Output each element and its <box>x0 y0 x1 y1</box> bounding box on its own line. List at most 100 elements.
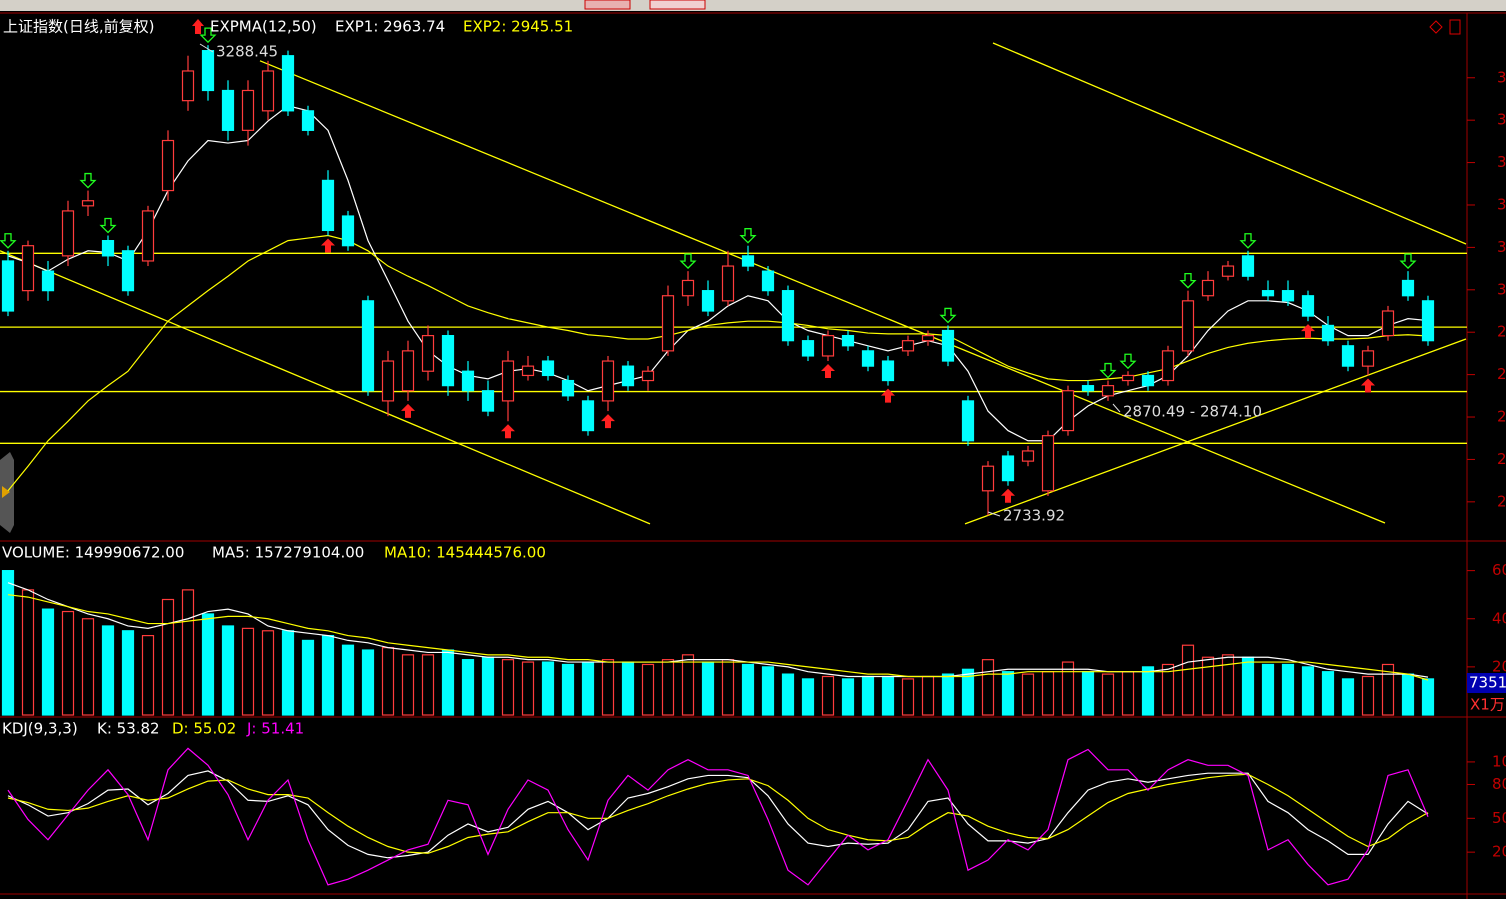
annotation-leader <box>199 43 214 53</box>
volume-bar <box>601 659 615 716</box>
legend-label: MA10: 145444576.00 <box>384 544 546 562</box>
volume-bar <box>821 675 835 716</box>
legend-label: EXP1: 2963.74 <box>335 18 445 36</box>
volume-bar <box>1421 678 1435 716</box>
y-tick-label: 3100 <box>1497 195 1506 213</box>
volume-bar <box>141 634 155 716</box>
volume-bar <box>1241 656 1255 716</box>
volume-bar <box>321 634 335 716</box>
candle-body <box>541 360 555 377</box>
annotation-leader <box>1112 403 1121 413</box>
diamond-icon[interactable] <box>1429 20 1443 34</box>
volume-bar <box>901 678 915 716</box>
candle-body <box>481 390 495 412</box>
volume-bar <box>241 627 255 716</box>
y-tick-label: 20 <box>1492 843 1506 861</box>
y-tick-label: 3250 <box>1497 68 1506 86</box>
sell-signal <box>199 27 217 44</box>
volume-bar <box>1221 654 1235 716</box>
candle-body <box>821 334 835 357</box>
volume-bar <box>261 630 275 716</box>
candle-body <box>121 250 135 292</box>
candle-body <box>621 365 635 387</box>
sell-signal <box>679 253 697 270</box>
candle-body <box>841 334 855 347</box>
candle-body <box>1041 435 1055 492</box>
candle-body <box>341 215 355 247</box>
candle-body <box>1261 290 1275 297</box>
candle-body <box>1081 385 1095 392</box>
menu-tab[interactable] <box>584 0 631 10</box>
candle-body <box>1221 265 1235 277</box>
volume-bar <box>961 668 975 716</box>
sell-signal <box>1399 253 1417 270</box>
candle-body <box>1161 350 1175 382</box>
unit-label: X1万 <box>1470 696 1505 714</box>
candle-body <box>521 365 535 377</box>
candle-body <box>1141 374 1155 387</box>
volume-bar <box>361 649 375 716</box>
y-tick-label: 3150 <box>1497 153 1506 171</box>
volume-bar <box>1321 671 1335 716</box>
y-tick-label: 3200 <box>1497 111 1506 129</box>
candle-body <box>21 245 35 292</box>
candle-body <box>1061 390 1075 432</box>
scroll-arrow[interactable] <box>2 486 10 498</box>
volume-bar <box>381 647 395 716</box>
candle-body <box>161 139 175 192</box>
sell-signal <box>1099 362 1117 379</box>
volume-bar <box>1081 671 1095 716</box>
sell-signal <box>739 228 757 244</box>
menu-bar[interactable] <box>0 0 1506 11</box>
trend-line <box>0 250 651 525</box>
volume-bar <box>921 675 935 716</box>
candle-body <box>1201 279 1215 297</box>
y-tick-label: 2950 <box>1497 323 1506 341</box>
trend-line <box>992 42 1467 245</box>
candle-body <box>81 200 95 207</box>
volume-bar <box>301 639 315 716</box>
indicator-line <box>7 773 1429 854</box>
indicator-line <box>7 747 1429 886</box>
y-tick-label: 50 <box>1492 809 1506 827</box>
candle-body <box>1281 290 1295 302</box>
volume-bar <box>1281 663 1295 716</box>
candle-body <box>581 400 595 432</box>
volume-bar <box>641 663 655 716</box>
volume-bar <box>121 630 135 716</box>
volume-bar <box>621 661 635 716</box>
candle-body <box>1021 450 1035 462</box>
volume-bar <box>1301 666 1315 716</box>
candle-body <box>261 70 275 112</box>
panel-title: VOLUME: 149990672.00 <box>2 544 184 562</box>
volume-bar <box>41 608 55 716</box>
volume-bar <box>501 659 515 716</box>
candle-body <box>641 370 655 382</box>
sell-signal <box>1239 233 1257 249</box>
y-tick-label: 2800 <box>1497 450 1506 468</box>
candle-body <box>941 329 955 362</box>
legend-label: J: 51.41 <box>246 720 304 738</box>
candle-body <box>881 360 895 382</box>
volume-bar <box>661 659 675 716</box>
indicator-name: EXPMA(12,50) <box>210 18 317 36</box>
candle-body <box>401 350 415 392</box>
y-tick-label: 80 <box>1492 775 1506 793</box>
candle-body <box>361 300 375 392</box>
volume-bar <box>521 661 535 716</box>
window-icon[interactable] <box>1449 19 1461 35</box>
candle-body <box>901 340 915 352</box>
y-tick-label: 3000 <box>1497 280 1506 298</box>
panel-title: 上证指数(日线,前复权) <box>3 18 154 36</box>
panel-title: KDJ(9,3,3) <box>2 720 78 738</box>
menu-tab[interactable] <box>649 0 706 10</box>
candle-body <box>301 110 315 131</box>
candle-body <box>1121 374 1135 382</box>
annotation: 3288.45 <box>216 43 278 61</box>
volume-bar <box>461 659 475 716</box>
legend-label: D: 55.02 <box>172 720 236 738</box>
volume-bar <box>1201 656 1215 716</box>
volume-bar <box>281 630 295 716</box>
sell-signal <box>0 233 17 249</box>
candle-body <box>741 255 755 267</box>
